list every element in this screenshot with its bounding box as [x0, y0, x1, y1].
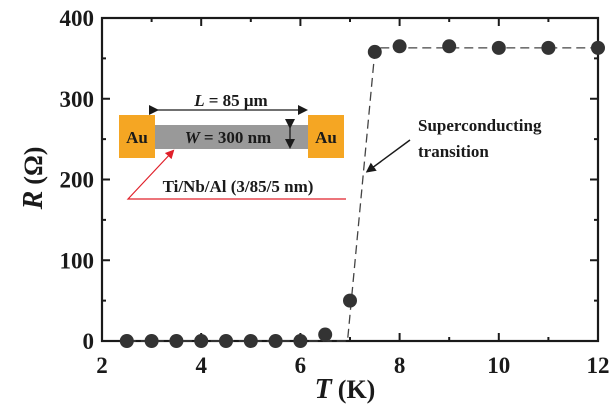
x-tick-label: 2	[96, 353, 108, 378]
data-point	[169, 334, 184, 348]
x-tick-label: 8	[394, 353, 406, 378]
axis-tick-labels: 2 4 6 8 10 12 0 100 200 300 400	[60, 6, 609, 378]
x-axis-title: T (K)	[315, 374, 376, 405]
right-au-pad	[308, 115, 344, 158]
data-point	[119, 334, 134, 348]
data-point	[392, 39, 407, 54]
data-point	[442, 39, 457, 54]
left-au-label: Au	[126, 128, 148, 147]
y-tick-label: 200	[60, 168, 95, 193]
left-au-pad	[119, 115, 155, 158]
data-point	[243, 334, 258, 348]
data-point	[219, 334, 233, 348]
right-au-label: Au	[315, 128, 337, 147]
data-point	[541, 40, 556, 55]
annotation-arrow	[365, 139, 411, 173]
data-point	[194, 334, 209, 348]
data-point	[268, 334, 283, 348]
nanowire	[155, 125, 308, 149]
data-point	[591, 40, 605, 55]
material-label: Ti/Nb/Al (3/85/5 nm)	[163, 177, 314, 196]
data-point	[367, 44, 382, 59]
data-point	[491, 40, 506, 55]
data-point	[293, 334, 308, 348]
x-tick-label: 10	[487, 353, 510, 378]
data-points	[119, 39, 605, 348]
x-tick-label: 12	[587, 353, 609, 378]
y-axis-title: R(Ω)	[18, 147, 49, 211]
device-inset: Au Au L = 85 μm W = 300 nm Ti/Nb/Al (3/85/…	[119, 91, 346, 200]
y-tick-label: 100	[60, 248, 95, 273]
y-tick-label: 0	[83, 329, 95, 354]
annotation-line-1: Superconducting	[418, 116, 542, 135]
length-label: L = 85 μm	[193, 91, 267, 110]
x-tick-label: 4	[195, 353, 207, 378]
data-point	[144, 334, 159, 348]
material-pointer	[126, 149, 346, 200]
axis-ticks	[101, 17, 599, 342]
x-tick-label: 6	[295, 353, 307, 378]
width-label: W = 300 nm	[185, 128, 271, 147]
annotation-line-2: transition	[418, 142, 489, 161]
data-point	[343, 293, 357, 308]
y-tick-label: 300	[60, 87, 95, 112]
data-point	[318, 327, 333, 342]
y-tick-label: 400	[60, 6, 95, 31]
superconducting-annotation: Superconducting transition	[365, 116, 542, 173]
